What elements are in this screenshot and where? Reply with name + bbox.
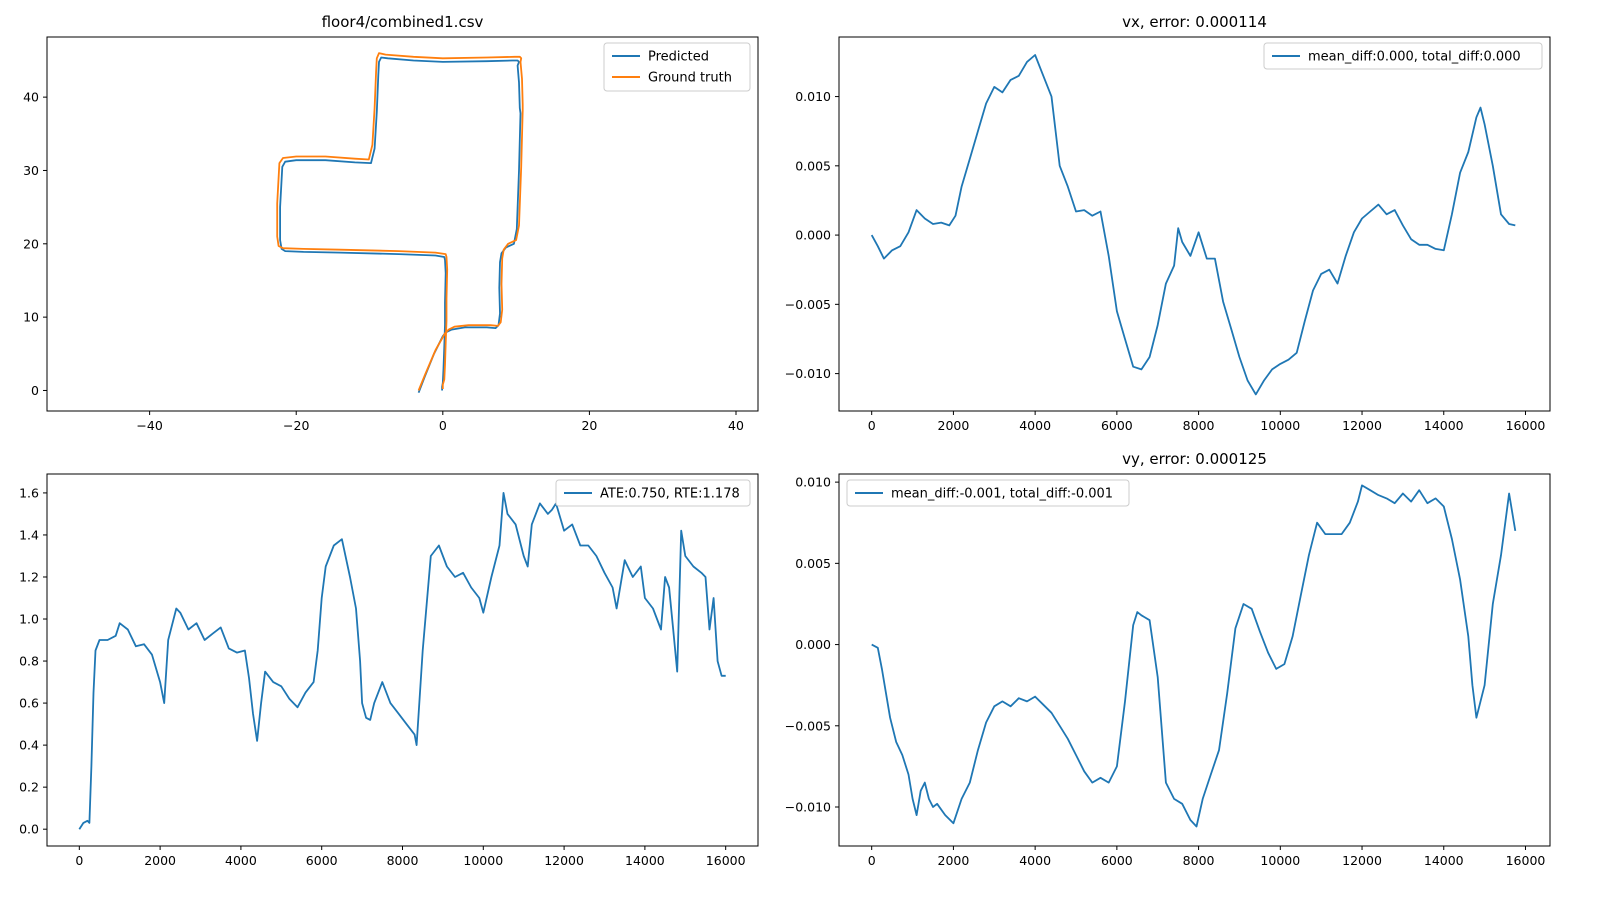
legend-box — [555, 479, 751, 507]
legend: mean_diff:-0.001, total_diff:-0.001 — [846, 479, 1130, 507]
x-tick-label: 16000 — [706, 853, 746, 868]
legend-box — [846, 479, 1130, 507]
legend-label: Predicted — [648, 50, 709, 65]
x-tick-label: 6000 — [1101, 853, 1133, 868]
y-tick-label: 1.2 — [19, 569, 39, 584]
chart-title: vy, error: 0.000125 — [1122, 450, 1267, 468]
x-tick-label: −20 — [283, 418, 309, 433]
x-tick-label: 2000 — [144, 853, 176, 868]
chart-title: vx, error: 0.000114 — [1122, 13, 1267, 31]
y-tick-label: 0.010 — [795, 89, 831, 104]
y-tick-label: −0.005 — [785, 297, 831, 312]
series-line-1 — [870, 54, 1516, 396]
y-tick-label: 20 — [23, 236, 39, 251]
axes-frame — [838, 36, 1551, 412]
x-tick-label: 2000 — [938, 418, 970, 433]
y-tick-label: 1.0 — [19, 612, 39, 627]
x-tick-label: 8000 — [387, 853, 419, 868]
series-line-1 — [871, 484, 1517, 828]
y-tick-label: 0.4 — [19, 738, 39, 753]
series-line-2 — [276, 52, 524, 391]
legend-label: ATE:0.750, RTE:1.178 — [600, 487, 740, 502]
y-tick-label: −0.005 — [785, 718, 831, 733]
legend: ATE:0.750, RTE:1.178 — [555, 479, 751, 507]
y-tick-label: 0.8 — [19, 654, 39, 669]
x-tick-label: 8000 — [1183, 418, 1215, 433]
error-plot: 0 2000 4000 6000 8000 10000 12000 14000 16000 0.0… — [19, 473, 759, 868]
x-tick-label: 14000 — [625, 853, 665, 868]
vx-plot: 0 2000 4000 6000 8000 10000 12000 14000 16000 −0.… — [785, 13, 1551, 433]
y-tick-label: −0.010 — [785, 366, 831, 381]
x-tick-label: 10000 — [463, 853, 503, 868]
y-tick-label: 30 — [23, 163, 39, 178]
x-tick-label: 12000 — [544, 853, 584, 868]
x-tick-label: 16000 — [1506, 853, 1546, 868]
x-tick-label: 12000 — [1342, 853, 1382, 868]
y-tick-label: 0.005 — [795, 556, 831, 571]
legend-label: mean_diff:0.000, total_diff:0.000 — [1308, 50, 1521, 65]
trajectory-plot: −40 −20 0 20 40 0 10 20 30 40 floor4/combined1.csv… — [23, 13, 759, 433]
axes-frame — [838, 473, 1551, 847]
legend-label: Ground truth — [648, 71, 732, 86]
x-tick-label: 0 — [439, 418, 447, 433]
y-tick-label: 40 — [23, 90, 39, 105]
x-tick-label: 0 — [75, 853, 83, 868]
x-tick-label: 14000 — [1424, 418, 1464, 433]
x-tick-label: 4000 — [1019, 418, 1051, 433]
y-tick-label: −0.010 — [785, 800, 831, 815]
legend: mean_diff:0.000, total_diff:0.000 — [1263, 42, 1543, 70]
y-tick-label: 0.010 — [795, 475, 831, 490]
x-tick-label: 8000 — [1183, 853, 1215, 868]
series-line-1 — [279, 56, 522, 394]
y-tick-label: 0.005 — [795, 158, 831, 173]
y-tick-label: 1.6 — [19, 485, 39, 500]
x-tick-label: 10000 — [1260, 853, 1300, 868]
x-tick-label: 0 — [868, 853, 876, 868]
chart-title: floor4/combined1.csv — [322, 13, 484, 31]
x-tick-label: 4000 — [225, 853, 257, 868]
x-tick-label: 10000 — [1260, 418, 1300, 433]
x-tick-label: 0 — [868, 418, 876, 433]
y-tick-label: 0 — [31, 383, 39, 398]
y-tick-label: 0.0 — [19, 822, 39, 837]
y-tick-label: 10 — [23, 310, 39, 325]
legend-label: mean_diff:-0.001, total_diff:-0.001 — [891, 487, 1113, 502]
x-tick-label: 6000 — [1101, 418, 1133, 433]
y-tick-label: 0.2 — [19, 780, 39, 795]
legend-box — [1263, 42, 1543, 70]
y-tick-label: 0.000 — [795, 228, 831, 243]
x-tick-label: 2000 — [938, 853, 970, 868]
legend-box — [603, 42, 751, 92]
series-line-1 — [78, 491, 726, 830]
x-tick-label: 6000 — [306, 853, 338, 868]
x-tick-label: 20 — [581, 418, 597, 433]
vy-plot: 0 2000 4000 6000 8000 10000 12000 14000 16000 −0.… — [785, 450, 1551, 868]
legend: Predicted Ground truth — [603, 42, 751, 92]
x-tick-label: 12000 — [1342, 418, 1382, 433]
x-tick-label: 40 — [728, 418, 744, 433]
y-tick-label: 0.6 — [19, 696, 39, 711]
x-tick-label: 16000 — [1506, 418, 1546, 433]
x-tick-label: −40 — [136, 418, 162, 433]
x-tick-label: 4000 — [1019, 853, 1051, 868]
x-tick-label: 14000 — [1424, 853, 1464, 868]
y-tick-label: 0.000 — [795, 637, 831, 652]
axes-frame — [46, 36, 759, 412]
y-tick-label: 1.4 — [19, 527, 39, 542]
